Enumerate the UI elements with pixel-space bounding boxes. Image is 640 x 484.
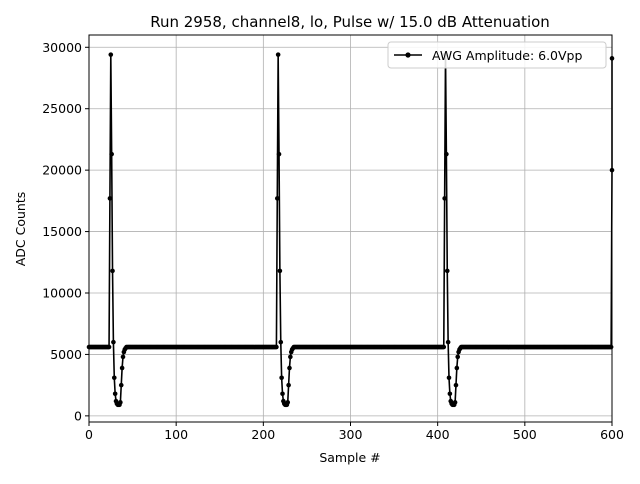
data-point [119, 365, 125, 371]
y-axis-label: ADC Counts [13, 192, 28, 267]
data-point [446, 375, 452, 381]
data-point [112, 391, 118, 397]
y-axis-ticks: 0 5000 10000 15000 20000 25000 30000 [42, 40, 89, 423]
x-tick-label: 0 [85, 427, 93, 442]
legend: AWG Amplitude: 6.0Vpp [387, 41, 607, 69]
data-point [109, 151, 114, 157]
data-point [455, 354, 461, 360]
data-point [107, 196, 113, 201]
data-point [278, 339, 284, 345]
series-layer [86, 52, 615, 408]
data-point [444, 151, 449, 157]
data-point [441, 344, 447, 350]
data-point [106, 344, 112, 350]
data-point [274, 344, 279, 350]
legend-marker [405, 52, 411, 58]
legend-box [387, 41, 607, 69]
data-point [280, 391, 285, 397]
data-point [274, 196, 280, 201]
data-point [279, 375, 284, 381]
chart-title: Run 2958, channel8, lo, Pulse w/ 15.0 dB… [150, 13, 550, 31]
data-point [608, 344, 614, 350]
data-point [442, 196, 447, 201]
data-point [111, 375, 117, 381]
y-tick-label: 0 [74, 408, 82, 423]
data-point [286, 382, 291, 388]
x-tick-label: 200 [251, 427, 275, 442]
data-point [453, 382, 459, 388]
data-point [285, 400, 291, 405]
x-tick-label: 300 [339, 427, 363, 442]
series-points [86, 52, 615, 408]
data-point [120, 354, 126, 360]
y-tick-label: 5000 [50, 347, 82, 362]
data-point [111, 339, 116, 345]
data-point [287, 365, 292, 371]
data-point [276, 151, 282, 157]
data-point [444, 268, 450, 274]
x-tick-label: 600 [600, 427, 624, 442]
y-tick-label: 20000 [42, 163, 82, 178]
data-point [108, 52, 114, 57]
data-point [277, 268, 283, 274]
data-point [118, 400, 123, 405]
x-tick-label: 400 [426, 427, 450, 442]
data-point [454, 365, 460, 371]
data-point [288, 354, 293, 360]
legend-label: AWG Amplitude: 6.0Vpp [432, 48, 582, 63]
y-tick-label: 30000 [42, 40, 82, 55]
data-point [275, 52, 281, 57]
data-point [118, 382, 124, 388]
y-tick-label: 10000 [42, 286, 82, 301]
data-point [445, 339, 451, 345]
x-tick-label: 100 [164, 427, 188, 442]
data-point [447, 391, 453, 397]
x-axis-ticks: 0 100 200 300 400 500 600 [85, 422, 624, 442]
data-point [452, 400, 458, 405]
y-tick-label: 25000 [42, 101, 82, 116]
y-tick-label: 15000 [42, 224, 82, 239]
data-point [110, 268, 115, 274]
x-axis-label: Sample # [319, 450, 380, 465]
x-tick-label: 500 [513, 427, 537, 442]
